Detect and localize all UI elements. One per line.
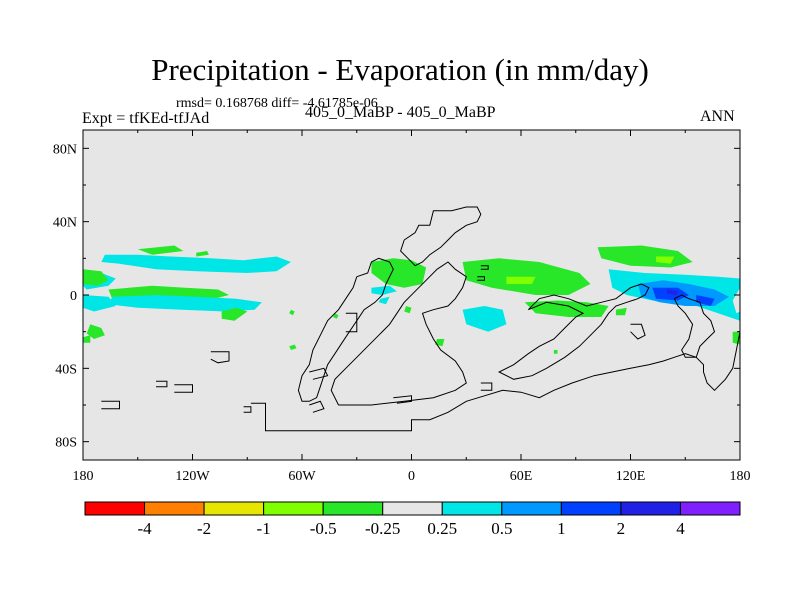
colorbar-swatch (382, 501, 443, 516)
coastline-14 (497, 283, 650, 380)
coastline-2 (156, 380, 168, 388)
coastline-4 (345, 312, 358, 333)
colorbar-label: -2 (197, 519, 211, 538)
case-subtitle: 405_0_MaBP - 405_0_MaBP (305, 104, 496, 121)
x-tick-label: 180 (73, 469, 94, 484)
contour-region-22 (462, 306, 507, 332)
x-tick-label: 0 (408, 469, 415, 484)
coastline-18 (477, 276, 485, 281)
y-tick-label: 80S (55, 436, 77, 451)
coastline-16 (630, 323, 646, 340)
contour-region-29 (667, 289, 678, 295)
coastline-10 (250, 295, 740, 432)
contour-region-11 (86, 324, 105, 339)
colorbar-swatch (620, 501, 681, 516)
contour-region-9 (289, 309, 295, 316)
y-tick-label: 0 (70, 289, 77, 304)
coastline-15 (673, 294, 716, 358)
contour-region-2 (101, 254, 291, 273)
coastline-9 (101, 400, 120, 410)
contour-region-31 (615, 307, 627, 316)
contour-region-8 (221, 307, 248, 321)
coastline-6 (309, 400, 325, 413)
colorbar-swatch (322, 501, 384, 516)
coastline-13 (400, 206, 482, 267)
contour-region-4 (83, 269, 109, 286)
contour-region-23 (524, 300, 609, 317)
experiment-label: Expt = tfKEd-tfJAd (82, 110, 210, 127)
contour-region-10 (333, 313, 339, 319)
x-axis-ticks: 180 120W 60W 0 60E 120E 180 (73, 130, 751, 484)
colorbar-label: 0.5 (491, 519, 512, 538)
contour-region-0 (137, 245, 184, 255)
contour-region-20 (462, 258, 591, 295)
chart-title: Precipitation - Evaporation (in mm/day) (151, 52, 649, 87)
contour-region-28 (652, 287, 689, 301)
colorbar-swatch (144, 501, 205, 516)
coastline-11 (297, 257, 394, 402)
colorbar-label: 2 (617, 519, 626, 538)
contour-region-13 (289, 344, 297, 350)
coastline-8 (480, 382, 493, 391)
x-tick-label: 180 (730, 469, 751, 484)
contour-region-15 (402, 276, 423, 284)
colorbar-label: 1 (557, 519, 566, 538)
colorbar-label: -1 (257, 519, 271, 538)
contour-region-17 (378, 296, 390, 305)
contour-region-30 (696, 295, 715, 306)
contour-region-25 (656, 256, 675, 264)
coastline-0 (210, 351, 230, 364)
x-tick-label: 120W (175, 469, 210, 484)
season-label: ANN (700, 108, 735, 125)
coastline-1 (174, 384, 193, 393)
y-axis-ticks: 80N 40N 0 40S 80S (53, 142, 740, 451)
colorbar-swatch (203, 501, 265, 516)
colorbar-swatch (501, 501, 562, 516)
contour-region-33 (553, 350, 558, 354)
colorbar-label: -0.25 (365, 519, 400, 538)
contour-region-21 (506, 276, 536, 284)
coastline-7 (393, 395, 412, 404)
continent-outlines (101, 206, 740, 432)
colorbar-swatch (441, 501, 503, 516)
colorbar-swatch (560, 501, 622, 516)
y-tick-label: 40S (55, 362, 77, 377)
colorbar-label: 4 (676, 519, 685, 538)
coastline-12 (330, 261, 467, 406)
coastline-5 (309, 367, 329, 380)
x-tick-label: 60W (288, 469, 316, 484)
contour-region-5 (83, 295, 116, 312)
colorbar-swatch (679, 501, 741, 516)
y-tick-label: 40N (53, 216, 77, 231)
y-tick-label: 80N (53, 142, 77, 157)
coastline-3 (243, 406, 252, 413)
contour-region-18 (404, 306, 412, 314)
colorbar: -4 -2 -1 -0.5 -0.25 0.25 0.5 1 2 4 (84, 501, 741, 538)
contour-region-7 (108, 295, 262, 312)
x-tick-label: 60E (510, 469, 533, 484)
colorbar-label: 0.25 (427, 519, 457, 538)
colorbar-label: -0.5 (310, 519, 337, 538)
colorbar-swatch (263, 501, 324, 516)
x-tick-label: 120E (616, 469, 646, 484)
colorbar-label: -4 (137, 519, 152, 538)
stats-line: rmsd= 0.168768 diff= -4.61785e-06 (176, 96, 378, 111)
contour-region-1 (196, 251, 209, 257)
colorbar-swatch (84, 501, 146, 516)
coastline-17 (480, 265, 489, 270)
contour-region-12 (83, 335, 91, 343)
contour-regions (83, 245, 740, 354)
